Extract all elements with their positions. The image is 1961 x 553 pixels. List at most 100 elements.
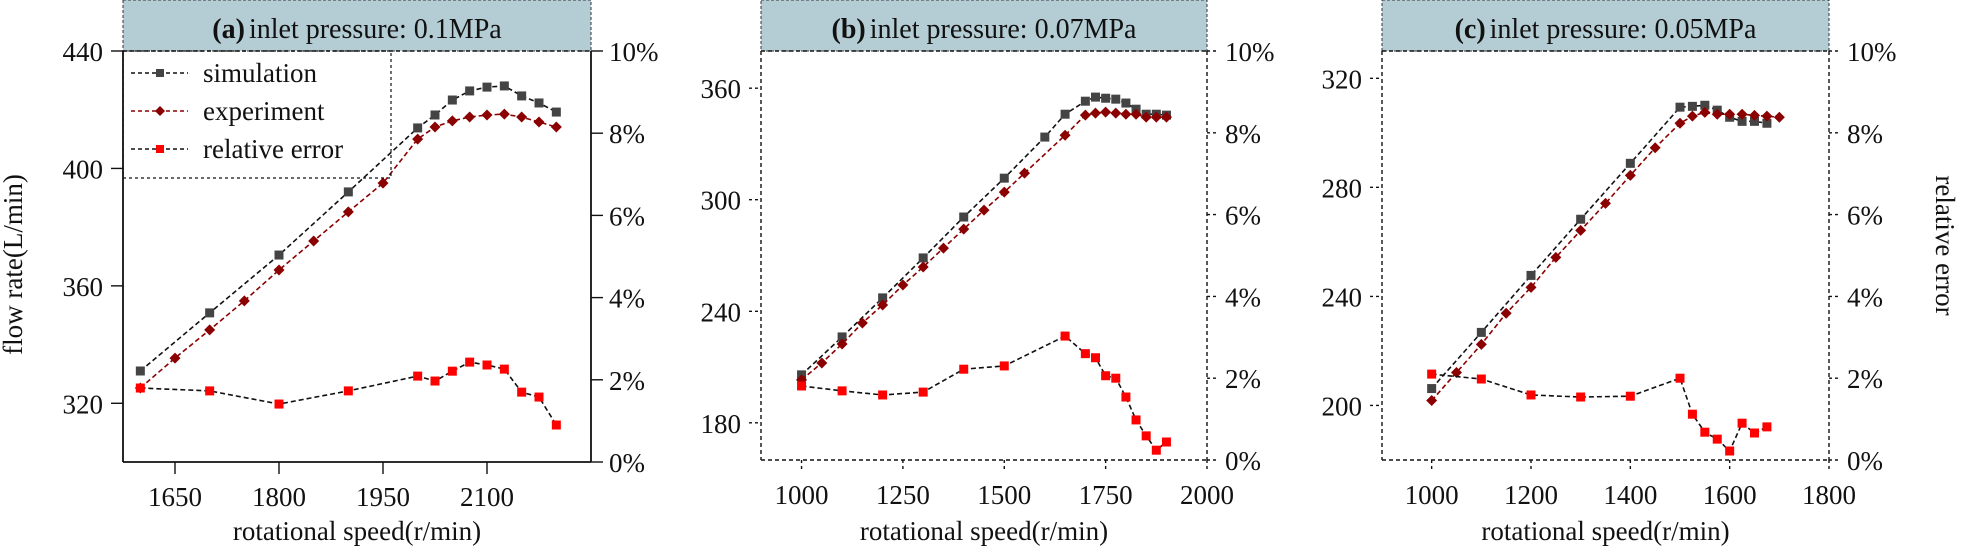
data-point: [308, 235, 320, 247]
series-simulation: [135, 81, 561, 376]
y2-tick-label: 0%: [1847, 446, 1883, 476]
x-tick-label: 1500: [977, 480, 1031, 510]
data-point: [1091, 353, 1100, 363]
data-point: [1576, 214, 1586, 224]
legend-item: simulation: [131, 58, 317, 88]
data-point: [1725, 446, 1735, 456]
data-point: [1079, 109, 1091, 121]
x-tick-label: 1200: [1504, 480, 1558, 510]
x-tick-label: 1800: [1802, 480, 1856, 510]
series-line: [801, 335, 1167, 452]
data-point: [1761, 110, 1773, 122]
data-point: [1762, 118, 1772, 128]
data-point: [273, 264, 285, 276]
data-point: [550, 121, 562, 133]
data-point: [1040, 132, 1050, 142]
data-point: [343, 386, 353, 396]
data-point: [1019, 167, 1031, 179]
data-point: [1121, 392, 1131, 402]
data-point: [1686, 110, 1698, 122]
data-point: [413, 123, 423, 133]
data-point: [1090, 107, 1101, 119]
data-point: [1140, 111, 1152, 123]
legend-label: relative error: [203, 134, 343, 164]
data-point: [1451, 366, 1462, 378]
y2-tick-label: 0%: [609, 448, 645, 478]
series-simulation: [1427, 100, 1772, 394]
panel-title: (c) inlet pressure: 0.05MPa: [1455, 14, 1757, 45]
x-tick-label: 1950: [356, 482, 410, 512]
data-point: [937, 242, 949, 254]
data-point: [447, 366, 457, 376]
data-point: [1080, 96, 1090, 106]
y2-tick-label: 10%: [609, 37, 659, 67]
data-point: [534, 98, 544, 108]
panel-b: (b) inlet pressure: 0.07MPa 1000 1250 1500 17…: [701, 0, 1275, 546]
x-tick-label: 1000: [775, 480, 829, 510]
y-tick-label: 280: [1322, 173, 1363, 203]
data-point: [918, 253, 928, 263]
y-tick-label: 240: [701, 297, 742, 327]
data-point: [1649, 142, 1661, 154]
series-experiment: [796, 106, 1172, 386]
panel-title: (b) inlet pressure: 0.07MPa: [832, 14, 1138, 45]
data-point: [447, 95, 457, 105]
data-point: [1161, 437, 1171, 447]
data-point: [1525, 281, 1537, 293]
data-point: [1141, 431, 1151, 441]
data-point: [135, 383, 145, 393]
y2-tick-label: 2%: [1225, 364, 1261, 394]
y-tick-label: 240: [1322, 282, 1363, 312]
data-point: [1675, 102, 1685, 112]
data-point: [1762, 422, 1772, 432]
data-point: [1160, 111, 1172, 123]
data-point: [1101, 93, 1111, 103]
series-experiment: [134, 108, 562, 394]
data-point: [1121, 98, 1131, 108]
data-point: [816, 357, 828, 369]
data-point: [1476, 374, 1486, 384]
data-point: [1110, 107, 1122, 119]
panel-label: (b): [832, 14, 866, 45]
data-point: [274, 250, 284, 260]
data-point: [1737, 418, 1747, 428]
data-point: [1699, 106, 1711, 118]
data-point: [498, 108, 510, 120]
panel-title-bar: [122, 0, 592, 52]
y2-axis-title: relative error: [1930, 175, 1960, 315]
y2-tick-label: 6%: [1225, 201, 1261, 231]
data-point: [238, 295, 250, 307]
data-point: [1687, 101, 1697, 111]
legend-item: relative error: [131, 134, 343, 164]
y-tick-label: 400: [63, 154, 104, 184]
y2-tick-label: 6%: [1847, 201, 1883, 231]
data-point: [1576, 392, 1586, 402]
data-point: [837, 386, 847, 396]
data-point: [1426, 395, 1438, 407]
data-point: [1700, 100, 1710, 110]
data-point: [1750, 116, 1759, 126]
data-point: [958, 223, 970, 235]
data-point: [1526, 270, 1536, 280]
data-point: [482, 360, 492, 370]
data-point: [499, 364, 509, 374]
data-point: [836, 338, 848, 350]
y-tick-label: 320: [63, 389, 104, 419]
data-point: [1750, 428, 1759, 438]
series-simulation: [797, 92, 1171, 380]
data-point: [1700, 427, 1710, 437]
data-point: [1687, 409, 1697, 419]
data-point: [1100, 106, 1112, 118]
series-relative-error: [1427, 369, 1772, 456]
data-point: [412, 133, 424, 145]
y2-tick-label: 2%: [1847, 364, 1883, 394]
data-point: [959, 212, 969, 222]
data-point: [342, 206, 354, 218]
data-point: [135, 366, 145, 376]
data-point: [516, 111, 528, 123]
data-point: [1575, 224, 1587, 236]
data-point: [465, 357, 475, 367]
data-point: [205, 386, 215, 396]
series-relative-error: [135, 357, 561, 430]
x-tick-label: 2000: [1180, 480, 1234, 510]
